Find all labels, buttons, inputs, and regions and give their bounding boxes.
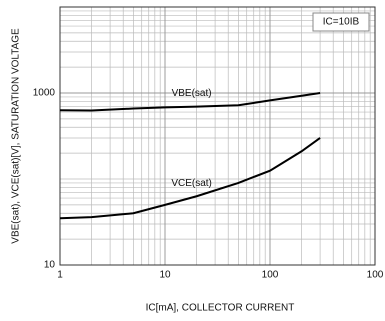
x-tick-label: 10: [159, 270, 171, 281]
y-axis-label: VBE(sat), VCE(sat)[V], SATURATION VOLTAG…: [11, 28, 22, 244]
series-line: [59, 92, 321, 112]
annotation: IC=10IB: [323, 17, 360, 28]
series-label: VBE(sat): [172, 88, 212, 99]
series-line: [59, 137, 321, 220]
x-tick-label: 100: [262, 270, 279, 281]
plot-frame: [59, 6, 376, 266]
y-tick-label: 10: [44, 260, 56, 271]
x-tick-label: 100: [367, 270, 384, 281]
y-tick-label: 1000: [33, 88, 56, 99]
annotation-box: [312, 12, 370, 32]
x-axis-label: IC[mA], COLLECTOR CURRENT: [146, 303, 295, 314]
x-tick-label: 1: [57, 270, 63, 281]
series-label: VCE(sat): [171, 178, 212, 189]
